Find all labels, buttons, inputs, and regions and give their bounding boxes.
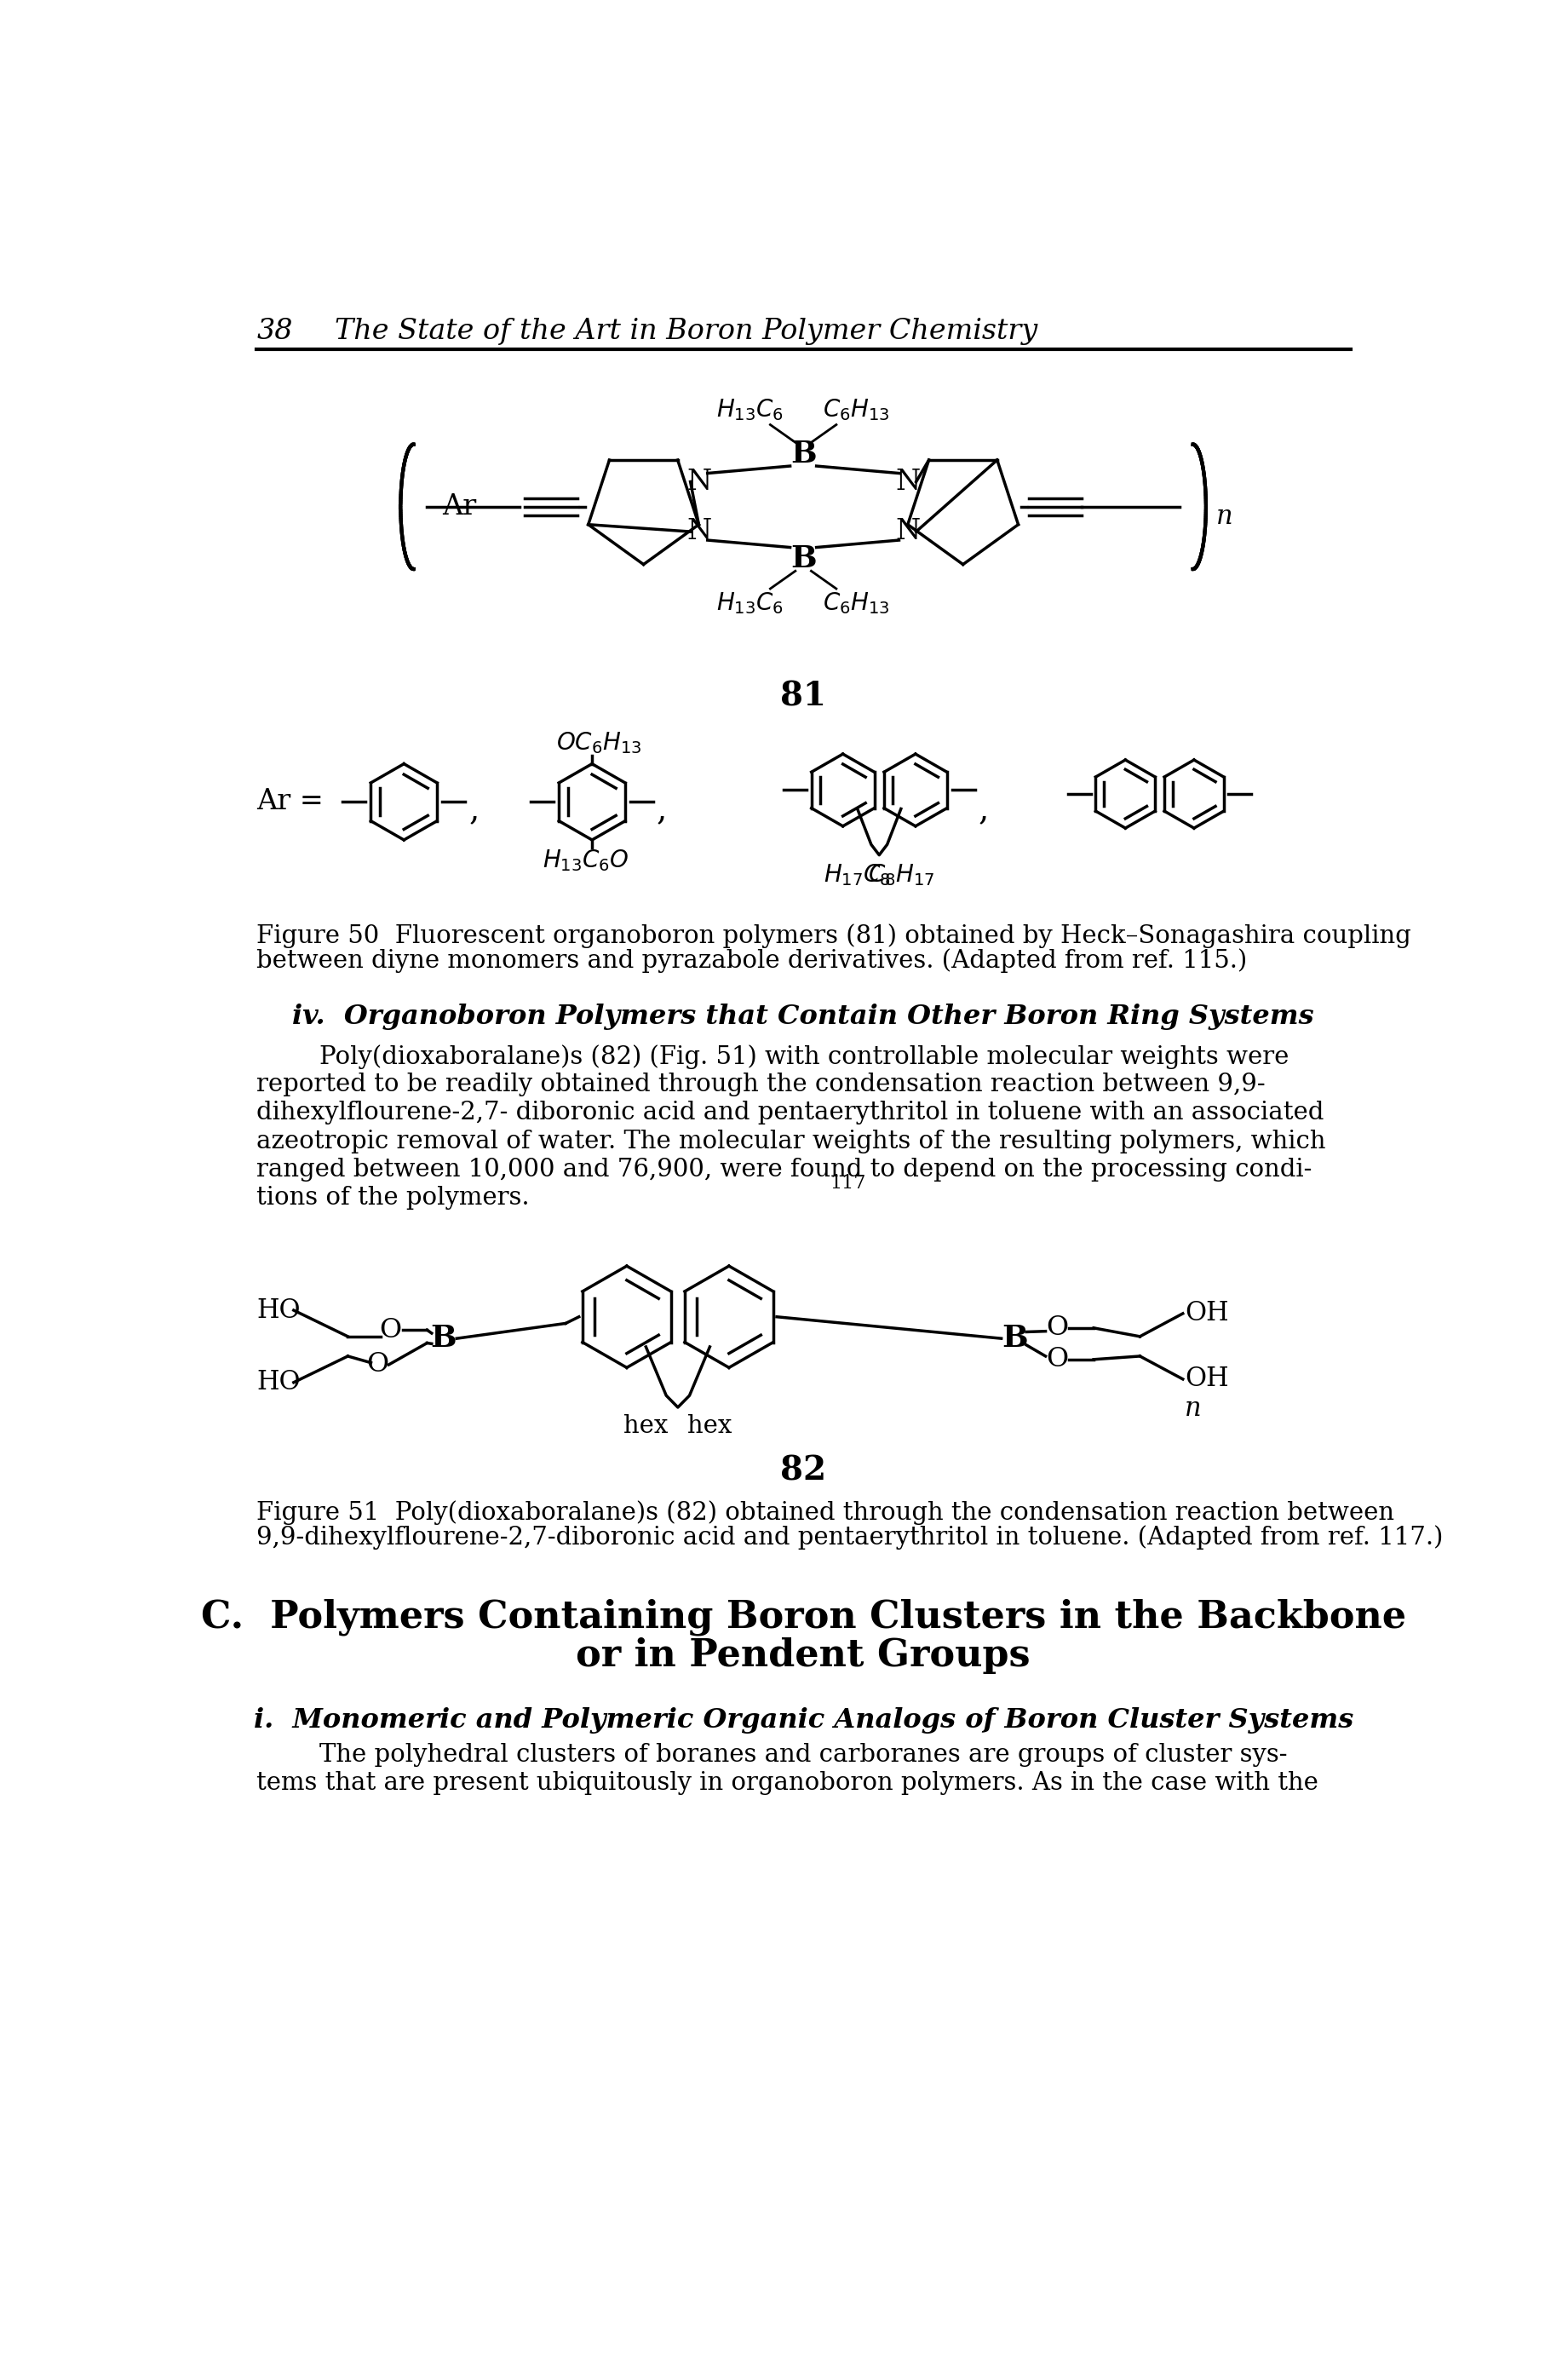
Text: N: N bbox=[895, 468, 920, 496]
Text: B: B bbox=[1002, 1324, 1027, 1352]
Text: $H_{17}C_8$: $H_{17}C_8$ bbox=[823, 863, 891, 886]
Text: C.  Polymers Containing Boron Clusters in the Backbone: C. Polymers Containing Boron Clusters in… bbox=[201, 1598, 1406, 1636]
Text: 81: 81 bbox=[781, 681, 826, 714]
Text: O: O bbox=[379, 1317, 401, 1343]
Text: 9,9-dihexylflourene-2,7-diboronic acid and pentaerythritol in toluene. (Adapted : 9,9-dihexylflourene-2,7-diboronic acid a… bbox=[257, 1525, 1444, 1551]
Text: B: B bbox=[790, 544, 817, 574]
Text: between diyne monomers and pyrazabole derivatives. (Adapted from ref. 115.): between diyne monomers and pyrazabole de… bbox=[257, 948, 1248, 972]
Text: OH: OH bbox=[1185, 1366, 1229, 1392]
Text: $C_6H_{13}$: $C_6H_{13}$ bbox=[823, 591, 891, 617]
Text: $H_{13}C_6O$: $H_{13}C_6O$ bbox=[543, 849, 629, 872]
Text: Poly(dioxaboralane)s (82) (Fig. 51) with controllable molecular weights were: Poly(dioxaboralane)s (82) (Fig. 51) with… bbox=[257, 1045, 1289, 1069]
Text: n: n bbox=[1215, 504, 1232, 530]
Text: n: n bbox=[1185, 1395, 1201, 1421]
Text: ,: , bbox=[469, 794, 480, 825]
Text: N: N bbox=[687, 468, 712, 496]
Text: $OC_6H_{13}$: $OC_6H_{13}$ bbox=[557, 730, 641, 756]
Text: 38: 38 bbox=[257, 317, 293, 345]
Text: HO: HO bbox=[257, 1298, 301, 1324]
Text: B: B bbox=[790, 440, 817, 468]
Text: Ar =: Ar = bbox=[257, 787, 325, 816]
Text: reported to be readily obtained through the condensation reaction between 9,9-: reported to be readily obtained through … bbox=[257, 1073, 1265, 1097]
Text: N: N bbox=[895, 518, 920, 546]
Text: O: O bbox=[367, 1352, 389, 1378]
Text: The State of the Art in Boron Polymer Chemistry: The State of the Art in Boron Polymer Ch… bbox=[334, 317, 1038, 345]
Text: Figure 51  Poly(dioxaboralane)s (82) obtained through the condensation reaction : Figure 51 Poly(dioxaboralane)s (82) obta… bbox=[257, 1501, 1394, 1525]
Text: ,: , bbox=[657, 794, 668, 825]
Text: hex: hex bbox=[624, 1414, 668, 1437]
Text: HO: HO bbox=[257, 1369, 301, 1395]
Text: i.  Monomeric and Polymeric Organic Analogs of Boron Cluster Systems: i. Monomeric and Polymeric Organic Analo… bbox=[254, 1707, 1353, 1733]
Text: azeotropic removal of water. The molecular weights of the resulting polymers, wh: azeotropic removal of water. The molecul… bbox=[257, 1130, 1327, 1154]
Text: Figure 50  Fluorescent organoboron polymers (81) obtained by Heck–Sonagashira co: Figure 50 Fluorescent organoboron polyme… bbox=[257, 924, 1411, 948]
Text: $H_{13}C_6$: $H_{13}C_6$ bbox=[717, 397, 784, 423]
Text: 117: 117 bbox=[829, 1175, 866, 1191]
Text: or in Pendent Groups: or in Pendent Groups bbox=[575, 1636, 1030, 1674]
Text: 82: 82 bbox=[781, 1454, 826, 1487]
Text: ,: , bbox=[978, 794, 989, 825]
Text: dihexylflourene-2,7- diboronic acid and pentaerythritol in toluene with an assoc: dihexylflourene-2,7- diboronic acid and … bbox=[257, 1102, 1325, 1125]
Text: iv.  Organoboron Polymers that Contain Other Boron Ring Systems: iv. Organoboron Polymers that Contain Ot… bbox=[292, 1005, 1314, 1031]
Text: N: N bbox=[687, 518, 712, 546]
Text: $H_{13}C_6$: $H_{13}C_6$ bbox=[717, 591, 784, 617]
Text: $C_6H_{13}$: $C_6H_{13}$ bbox=[823, 397, 891, 423]
Text: tions of the polymers.: tions of the polymers. bbox=[257, 1187, 530, 1210]
Text: hex: hex bbox=[687, 1414, 732, 1437]
Text: tems that are present ubiquitously in organoboron polymers. As in the case with : tems that are present ubiquitously in or… bbox=[257, 1771, 1319, 1794]
Text: O: O bbox=[1046, 1314, 1068, 1340]
Text: ranged between 10,000 and 76,900, were found to depend on the processing condi-: ranged between 10,000 and 76,900, were f… bbox=[257, 1158, 1312, 1182]
Text: O: O bbox=[1046, 1345, 1068, 1373]
Text: B: B bbox=[431, 1324, 456, 1352]
Text: $C_8H_{17}$: $C_8H_{17}$ bbox=[867, 863, 935, 886]
Text: The polyhedral clusters of boranes and carboranes are groups of cluster sys-: The polyhedral clusters of boranes and c… bbox=[257, 1742, 1287, 1766]
Text: Ar: Ar bbox=[442, 494, 477, 520]
Text: OH: OH bbox=[1185, 1300, 1229, 1326]
